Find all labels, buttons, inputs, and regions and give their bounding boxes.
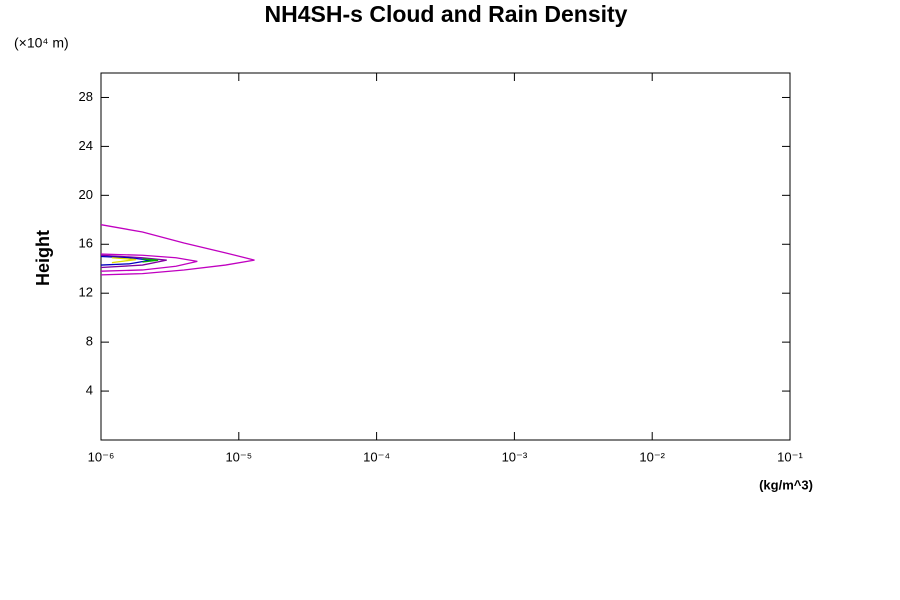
y-tick-label: 20 bbox=[79, 187, 93, 202]
contour-line bbox=[100, 254, 167, 269]
y-axis-label: Height bbox=[33, 230, 53, 286]
contour-line bbox=[100, 224, 255, 276]
plot-frame bbox=[100, 72, 791, 441]
contour-line bbox=[111, 257, 137, 264]
y-tick-label: 8 bbox=[86, 334, 93, 349]
x-tick-label: 10⁻⁴ bbox=[363, 449, 390, 464]
x-axis-label: (kg/m^3) bbox=[759, 477, 813, 492]
contour-line bbox=[100, 253, 198, 272]
x-tick-label: 10⁻³ bbox=[502, 449, 528, 464]
contour-line bbox=[142, 258, 159, 263]
y-tick-label: 12 bbox=[79, 285, 93, 300]
y-tick-label: 28 bbox=[79, 89, 93, 104]
x-tick-label: 10⁻⁶ bbox=[88, 449, 115, 464]
y-tick-label: 24 bbox=[79, 138, 93, 153]
y-unit: (×10⁴ m) bbox=[14, 35, 69, 51]
y-tick-label: 16 bbox=[79, 236, 93, 251]
x-tick-label: 10⁻¹ bbox=[777, 449, 803, 464]
chart-title: NH4SH-s Cloud and Rain Density bbox=[265, 1, 628, 27]
x-tick-label: 10⁻² bbox=[639, 449, 665, 464]
x-tick-label: 10⁻⁵ bbox=[225, 449, 252, 464]
y-tick-label: 4 bbox=[86, 383, 93, 398]
